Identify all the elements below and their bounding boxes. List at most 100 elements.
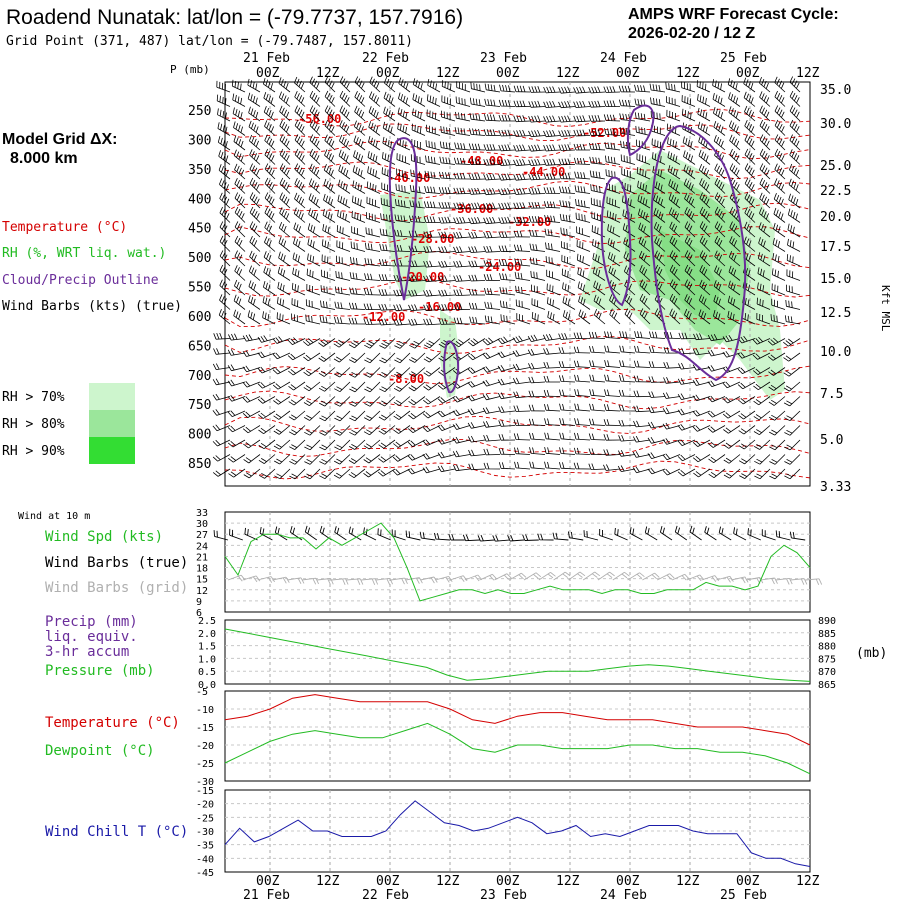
wind-barb [684, 235, 696, 252]
bottom-hour-label: 12Z [436, 874, 460, 889]
wind-barb [394, 214, 411, 223]
wind-barb [339, 120, 351, 136]
wind-barb [712, 79, 726, 93]
wind-barb [291, 282, 306, 296]
bottom-day-label: 21 Feb [243, 888, 290, 900]
wind-barb [452, 395, 471, 403]
wind-barb [279, 177, 291, 194]
wind-barb [648, 391, 666, 398]
wind-barb [684, 279, 696, 296]
temperature-contour [224, 278, 811, 298]
wind-barb [573, 346, 591, 354]
wind-barb [499, 286, 516, 296]
wind-barb [692, 348, 711, 356]
wind-barb [437, 410, 456, 418]
wind-barb [274, 454, 291, 465]
wind-barb [319, 315, 336, 325]
wind-barb [368, 135, 381, 151]
wind-barb [227, 379, 246, 387]
wind-barb [573, 332, 591, 339]
wind-barb [527, 334, 546, 342]
wind-barb [316, 578, 334, 585]
wind-barb [713, 120, 726, 136]
wind-barb [713, 106, 726, 122]
wind-barb [543, 115, 561, 123]
wind-barb [638, 236, 651, 252]
wind-barb [659, 525, 673, 541]
wind-barb [699, 192, 711, 209]
wind-barb [707, 349, 726, 357]
wind-barb [528, 390, 546, 398]
wind-barb [242, 425, 261, 434]
wind-barb [606, 196, 621, 209]
wind-barb [319, 425, 336, 436]
wind-barb [243, 468, 261, 479]
temperature-contour [224, 123, 811, 142]
wind-barb [452, 450, 471, 458]
wind-barb [603, 419, 621, 426]
wind-barb [642, 572, 660, 581]
wind-barb [291, 313, 306, 325]
bottom-hour-label: 00Z [616, 874, 640, 889]
wind-barb [699, 250, 711, 267]
wind-tick-label: 21 [196, 552, 208, 563]
top-hour-label: 00Z [496, 66, 520, 81]
wind-barb [482, 366, 501, 373]
wind-barb [512, 363, 531, 371]
wind-barb [783, 396, 801, 407]
cloud-precip-outline [443, 340, 460, 394]
wind-barb [453, 260, 471, 268]
wind-barb [427, 79, 441, 93]
wind-barb [728, 265, 741, 281]
wind-barb [379, 367, 396, 378]
wind-barb [407, 425, 426, 434]
wind-barb [545, 242, 561, 252]
wind-barb [668, 179, 681, 194]
wind-barb [272, 367, 291, 375]
wind-barb [773, 222, 786, 238]
wind-barb [308, 193, 321, 209]
wind-barb [452, 436, 471, 444]
temperature-contour [224, 140, 811, 160]
wind-barb [567, 531, 584, 541]
wind-barb [697, 93, 711, 107]
wind-barb [574, 389, 591, 397]
wind-barb [483, 421, 501, 428]
wind-barb [337, 209, 351, 223]
wind-barb [348, 454, 366, 464]
wind-barb [546, 283, 561, 296]
wind-barb [426, 124, 441, 136]
wind-barb [753, 410, 771, 421]
wind-barb [718, 526, 732, 541]
wind-barb [398, 77, 411, 93]
wind-barb [729, 221, 741, 238]
wind-barb [438, 216, 456, 224]
wind-barb [364, 242, 381, 252]
top-hour-label: 00Z [376, 66, 400, 81]
wind-barb [307, 238, 321, 252]
wind-barb [382, 121, 396, 136]
wind-barb [425, 155, 441, 165]
wind-barb [227, 364, 246, 372]
wind-barb [543, 201, 561, 209]
wind-barb [234, 163, 246, 180]
wind-barb [482, 407, 501, 414]
wind-barb [767, 337, 786, 346]
temp-legend-label: Dewpoint (°C) [45, 743, 155, 759]
wind-barb [633, 360, 651, 368]
wind-barb [559, 213, 576, 223]
wind-barb [408, 304, 426, 312]
wind-barb [228, 333, 246, 341]
wind-barb [591, 225, 606, 238]
wind-barb [743, 91, 756, 107]
wind-barb [423, 216, 440, 223]
wind-barb [684, 192, 696, 209]
wind-barb [354, 91, 366, 107]
wind-barb [424, 186, 441, 194]
wind-barb [693, 468, 711, 478]
wind-barb [318, 352, 336, 362]
wind-barb [529, 257, 546, 267]
wind-barb [665, 82, 681, 93]
